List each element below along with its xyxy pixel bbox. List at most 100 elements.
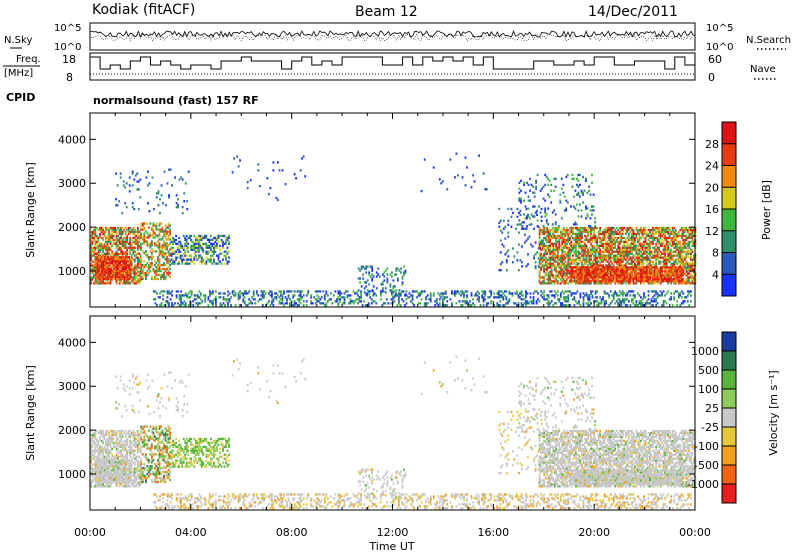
power-cell [582, 264, 585, 267]
power-cell [490, 300, 493, 303]
power-cell [520, 298, 523, 301]
power-cell [167, 254, 170, 257]
power-cell [520, 292, 523, 295]
power-cell [219, 248, 221, 251]
cpid-label: CPID [6, 91, 35, 104]
power-cell [210, 292, 213, 295]
power-cell [624, 232, 627, 236]
power-cell [154, 264, 156, 267]
power-cell [581, 262, 583, 265]
power-cell [112, 234, 115, 238]
power-cell [197, 254, 200, 257]
power-cell [122, 273, 125, 277]
power-cell [590, 234, 592, 238]
power-cell [573, 258, 576, 261]
power-cell [561, 304, 564, 307]
power-cell [562, 298, 565, 301]
power-cell [136, 280, 139, 283]
power-cell [135, 252, 138, 255]
power-cell [114, 266, 117, 269]
power-cell [572, 260, 574, 263]
power-cell [637, 248, 639, 251]
power-cell [208, 246, 211, 249]
power-cell [91, 270, 94, 273]
power-cell [280, 290, 282, 293]
power-cell [585, 292, 588, 295]
power-cell [117, 273, 120, 277]
power-cell [606, 248, 609, 251]
power-cell [367, 302, 370, 305]
power-cell [209, 300, 211, 303]
power-cell [146, 256, 149, 259]
power-cell [110, 260, 112, 263]
power-cell [565, 254, 568, 257]
power-cell [169, 298, 172, 301]
power-cell [652, 226, 654, 230]
power-cell [148, 226, 150, 229]
power-cell [429, 300, 432, 303]
power-cell [124, 254, 127, 257]
power-cell [105, 226, 107, 230]
power-cell [361, 304, 364, 307]
power-cell [579, 240, 582, 243]
power-cell [193, 234, 196, 238]
power-cell [541, 244, 544, 247]
power-cell [123, 282, 126, 285]
power-cell [114, 228, 116, 232]
power-cell [608, 258, 611, 261]
power-cell [573, 278, 576, 281]
power-cell [213, 246, 215, 249]
power-cell [137, 208, 140, 211]
power-cell [546, 240, 549, 243]
power-cell [228, 236, 230, 240]
power-cell [120, 260, 123, 263]
power-cell [163, 271, 165, 275]
power-cell [541, 256, 544, 259]
power-cell [556, 272, 559, 275]
power-cell [240, 292, 243, 295]
power-cell [617, 228, 620, 232]
power-cell [618, 226, 621, 230]
power-cell [191, 246, 194, 249]
power-cell [594, 248, 597, 251]
power-cell [148, 182, 151, 185]
power-cell [200, 244, 203, 247]
power-cell [505, 296, 508, 299]
power-cell [656, 250, 659, 253]
power-cell [562, 262, 565, 265]
power-cell [609, 236, 612, 240]
power-cell [481, 296, 483, 299]
power-cell [591, 296, 594, 299]
power-cell [211, 242, 214, 245]
power-cell [127, 282, 130, 285]
power-cell [136, 258, 139, 261]
power-cell [621, 226, 624, 230]
power-cell [161, 275, 164, 279]
power-cell [119, 256, 121, 259]
power-cell [579, 272, 582, 275]
power-cell [151, 176, 154, 179]
power-cell [158, 248, 161, 251]
power-cell [593, 254, 595, 257]
power-cell [184, 304, 187, 307]
power-cell [434, 304, 437, 307]
power-cell [93, 228, 95, 232]
power-cell [351, 300, 353, 303]
power-cell [547, 296, 550, 299]
power-cell [186, 294, 189, 297]
power-cell [585, 244, 588, 247]
power-cell [617, 236, 620, 240]
power-cell [638, 262, 641, 265]
power-cell [111, 266, 114, 269]
power-cell [561, 278, 564, 281]
power-cell [602, 296, 604, 299]
power-cell [437, 304, 440, 307]
power-cell [673, 292, 676, 295]
power-cell [626, 294, 629, 297]
power-cell [617, 252, 620, 255]
power-cell [526, 300, 529, 303]
power-cell [101, 256, 103, 259]
power-cell [187, 242, 190, 245]
power-cell [181, 246, 184, 249]
power-cell [535, 290, 538, 293]
